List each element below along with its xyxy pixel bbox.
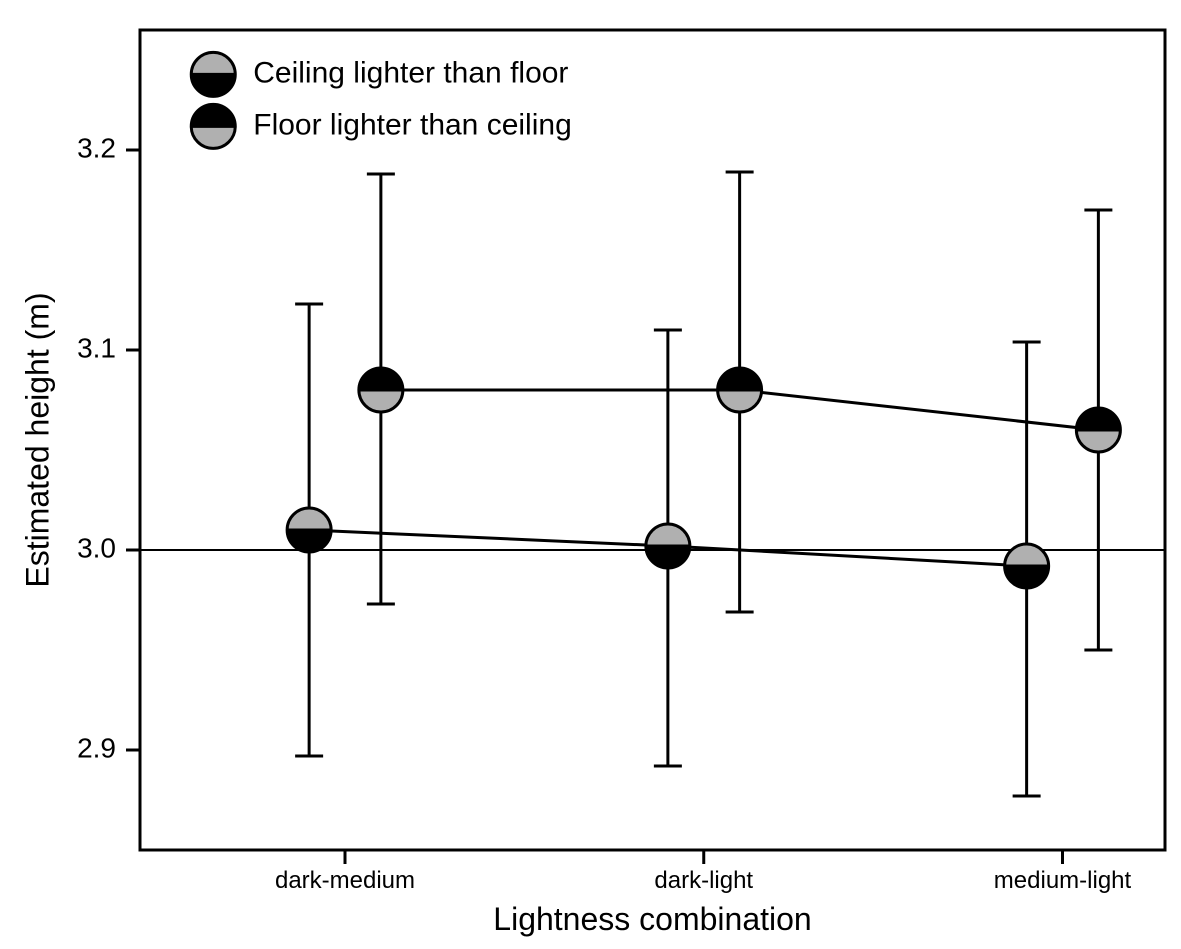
marker-floor_lighter (718, 368, 762, 412)
y-tick-label: 2.9 (77, 732, 116, 763)
x-axis-label: Lightness combination (493, 901, 811, 937)
y-tick-label: 3.1 (77, 332, 116, 363)
legend-marker-floor_lighter (191, 104, 235, 148)
marker-floor_lighter (359, 368, 403, 412)
x-tick-label: dark-light (654, 867, 753, 894)
y-tick-label: 3.2 (77, 132, 116, 163)
legend-label-floor_lighter: Floor lighter than ceiling (253, 108, 572, 141)
plot-area (140, 30, 1165, 850)
marker-ceiling_lighter (646, 524, 690, 568)
estimated-height-chart: 2.9 3.0 3.1 3.2 Estimated height (m) dark-med… (0, 0, 1181, 949)
x-tick-label: dark-medium (275, 867, 415, 894)
marker-ceiling_lighter (1005, 544, 1049, 588)
marker-ceiling_lighter (287, 508, 331, 552)
legend-marker-ceiling_lighter (191, 52, 235, 96)
y-axis-label: Estimated height (m) (19, 292, 55, 587)
y-tick-label: 3.0 (77, 532, 116, 563)
marker-floor_lighter (1076, 408, 1120, 452)
x-tick-label: medium-light (994, 867, 1132, 894)
legend-label-ceiling_lighter: Ceiling lighter than floor (253, 56, 568, 89)
